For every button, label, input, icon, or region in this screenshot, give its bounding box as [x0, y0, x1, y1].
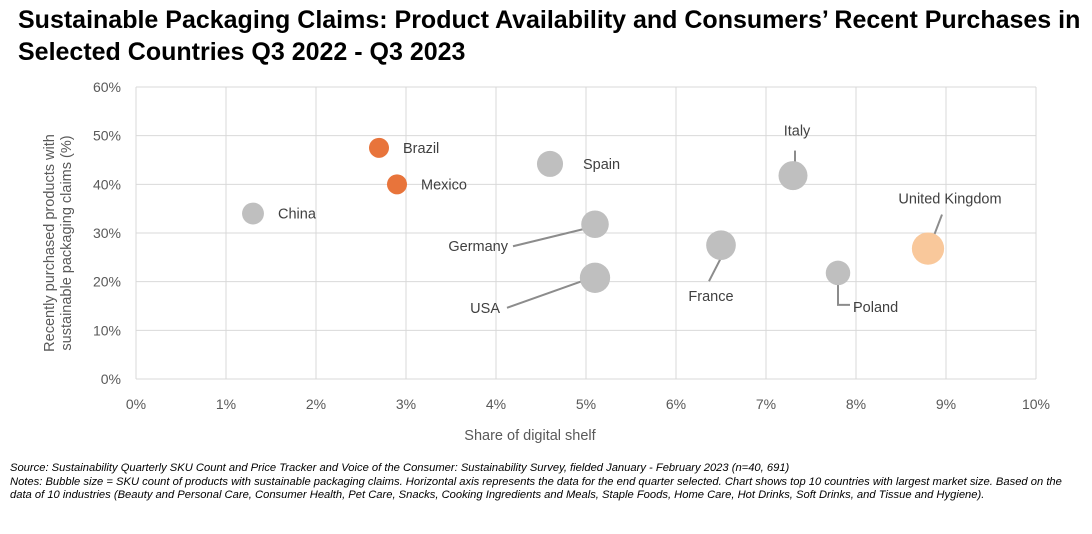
- y-tick-label: 60%: [93, 79, 121, 95]
- footnotes: Source: Sustainability Quarterly SKU Cou…: [10, 462, 1085, 503]
- bubble-italy: [778, 161, 808, 191]
- axes: 0% 1% 2% 3% 4% 5% 6% 7% 8% 9% 10% 0% 10% 20% 30% 40% 50%…: [42, 79, 1050, 444]
- label-usa: USA: [470, 301, 500, 317]
- y-tick-label: 30%: [93, 225, 121, 241]
- bubble-usa: [579, 262, 611, 293]
- label-mexico: Mexico: [421, 177, 467, 193]
- label-italy: Italy: [784, 124, 811, 140]
- bubbles: [242, 137, 945, 293]
- chart-title: Sustainable Packaging Claims: Product Av…: [18, 6, 1081, 66]
- x-tick-label: 6%: [666, 396, 686, 412]
- y-tick-label: 50%: [93, 128, 121, 144]
- y-tick-label: 40%: [93, 176, 121, 192]
- y-axis-title: Recently purchased products withsustaina…: [42, 134, 75, 352]
- x-tick-label: 1%: [216, 396, 236, 412]
- x-tick-label: 7%: [756, 396, 776, 412]
- x-tick-label: 4%: [486, 396, 506, 412]
- bubble-brazil: [369, 137, 389, 158]
- bubble-spain: [536, 150, 564, 177]
- leader-line-usa: [506, 279, 584, 309]
- label-united-kingdom: United Kingdom: [898, 192, 1001, 208]
- x-tick-label: 10%: [1022, 396, 1050, 412]
- label-germany: Germany: [448, 239, 508, 255]
- y-axis-title-line: sustainable packaging claims (%): [59, 135, 75, 350]
- label-poland: Poland: [853, 300, 898, 316]
- bubble-chart: 0% 1% 2% 3% 4% 5% 6% 7% 8% 9% 10% 0% 10% 20% 30% 40% 50%…: [42, 79, 1050, 444]
- x-tick-label: 3%: [396, 396, 416, 412]
- bubble-france: [706, 230, 736, 260]
- bubble-united-kingdom: [911, 232, 945, 265]
- source-note: Source: Sustainability Quarterly SKU Cou…: [10, 462, 790, 474]
- x-tick-label: 5%: [576, 396, 596, 412]
- x-tick-label: 8%: [846, 396, 866, 412]
- x-tick-label: 0%: [126, 396, 146, 412]
- leader-line-germany: [512, 227, 588, 248]
- bubble-poland: [825, 260, 851, 286]
- y-tick-label: 20%: [93, 274, 121, 290]
- y-tick-label: 10%: [93, 322, 121, 338]
- label-china: China: [278, 207, 317, 223]
- label-brazil: Brazil: [403, 141, 439, 157]
- y-axis-title-line: Recently purchased products with: [42, 134, 58, 352]
- x-tick-label: 9%: [936, 396, 956, 412]
- leader-lines: [506, 150, 943, 309]
- point-labels: China Brazil Mexico Spain Germany USA France It…: [278, 124, 1002, 317]
- bubble-mexico: [387, 174, 407, 195]
- bubble-germany: [581, 210, 609, 239]
- bubble-china: [242, 202, 264, 225]
- notes-text: Notes: Bubble size = SKU count of produc…: [10, 475, 1062, 502]
- x-axis-title: Share of digital shelf: [464, 428, 596, 444]
- y-tick-label: 0%: [101, 371, 121, 387]
- label-spain: Spain: [583, 157, 620, 173]
- label-france: France: [688, 289, 733, 305]
- x-tick-label: 2%: [306, 396, 326, 412]
- gridlines: [135, 86, 1037, 380]
